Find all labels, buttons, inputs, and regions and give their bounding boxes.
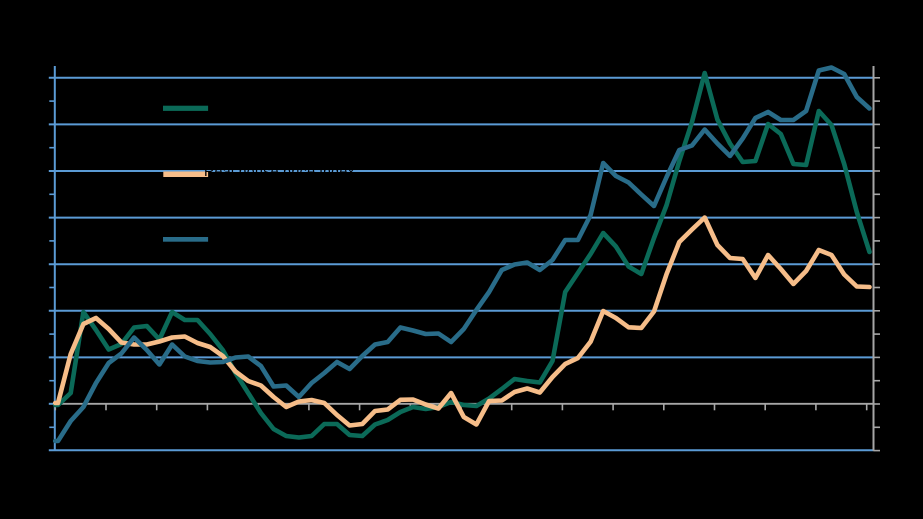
svg-text:Real house price index: Real house price index xyxy=(204,164,355,180)
